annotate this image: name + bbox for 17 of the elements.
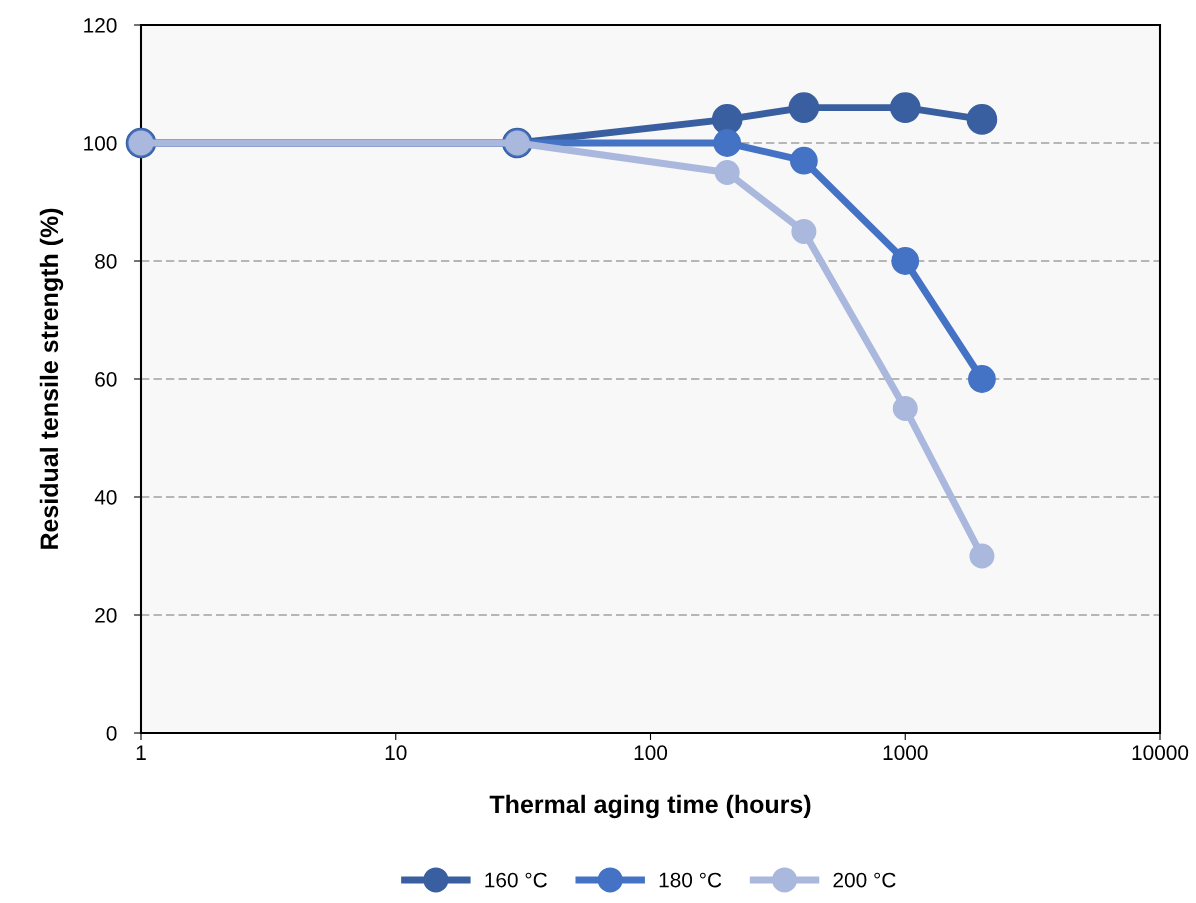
y-tick-label: 100 — [84, 136, 117, 151]
legend-label: 180 °C — [659, 872, 722, 888]
legend-label: 160 °C — [485, 872, 547, 888]
y-tick-label: 80 — [95, 254, 117, 269]
x-tick-label: 100 — [634, 745, 668, 761]
x-tick-label: 1000 — [883, 745, 928, 761]
x-axis-title: Thermal aging time (hours) — [489, 794, 811, 819]
y-tick-label: 40 — [94, 490, 117, 505]
x-tick-label: 10000 — [1132, 745, 1189, 761]
y-axis-title: Residual tensile strength (%) — [39, 208, 64, 549]
y-tick-label: 120 — [84, 18, 117, 33]
legend-label: 200 °C — [833, 872, 896, 888]
y-tick-label: 20 — [95, 608, 117, 623]
y-tick-label: 60 — [95, 372, 117, 387]
x-tick-label: 1 — [136, 745, 146, 760]
y-tick-label: 0 — [106, 726, 117, 741]
x-tick-label: 10 — [385, 745, 407, 761]
